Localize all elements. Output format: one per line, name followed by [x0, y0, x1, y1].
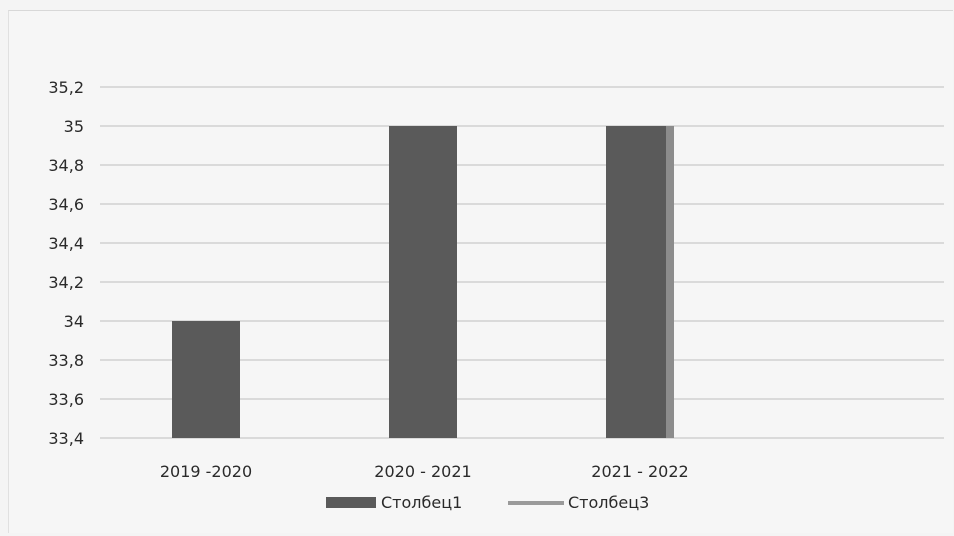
bar [389, 126, 457, 438]
legend-swatch-series1 [326, 497, 376, 508]
legend-swatch-series2 [508, 501, 564, 505]
legend-label-series1: Столбец1 [381, 493, 462, 512]
bar-edge [666, 126, 674, 438]
y-tick-label: 34,8 [48, 156, 84, 175]
legend-label-series2: Столбец3 [568, 493, 649, 512]
y-tick-label: 33,4 [48, 429, 84, 448]
y-tick-label: 33,6 [48, 390, 84, 409]
x-tick-label: 2020 - 2021 [374, 462, 471, 481]
bar [606, 126, 674, 438]
y-tick-label: 34,2 [48, 273, 84, 292]
y-tick-label: 35 [64, 117, 84, 136]
y-tick-label: 33,8 [48, 351, 84, 370]
y-tick-label: 34,4 [48, 234, 84, 253]
x-tick-label: 2019 -2020 [160, 462, 252, 481]
y-tick-label: 35,2 [48, 78, 84, 97]
y-tick-label: 34 [64, 312, 84, 331]
bar [172, 321, 240, 438]
y-tick-label: 34,6 [48, 195, 84, 214]
chart-area [8, 10, 953, 533]
x-tick-label: 2021 - 2022 [591, 462, 688, 481]
